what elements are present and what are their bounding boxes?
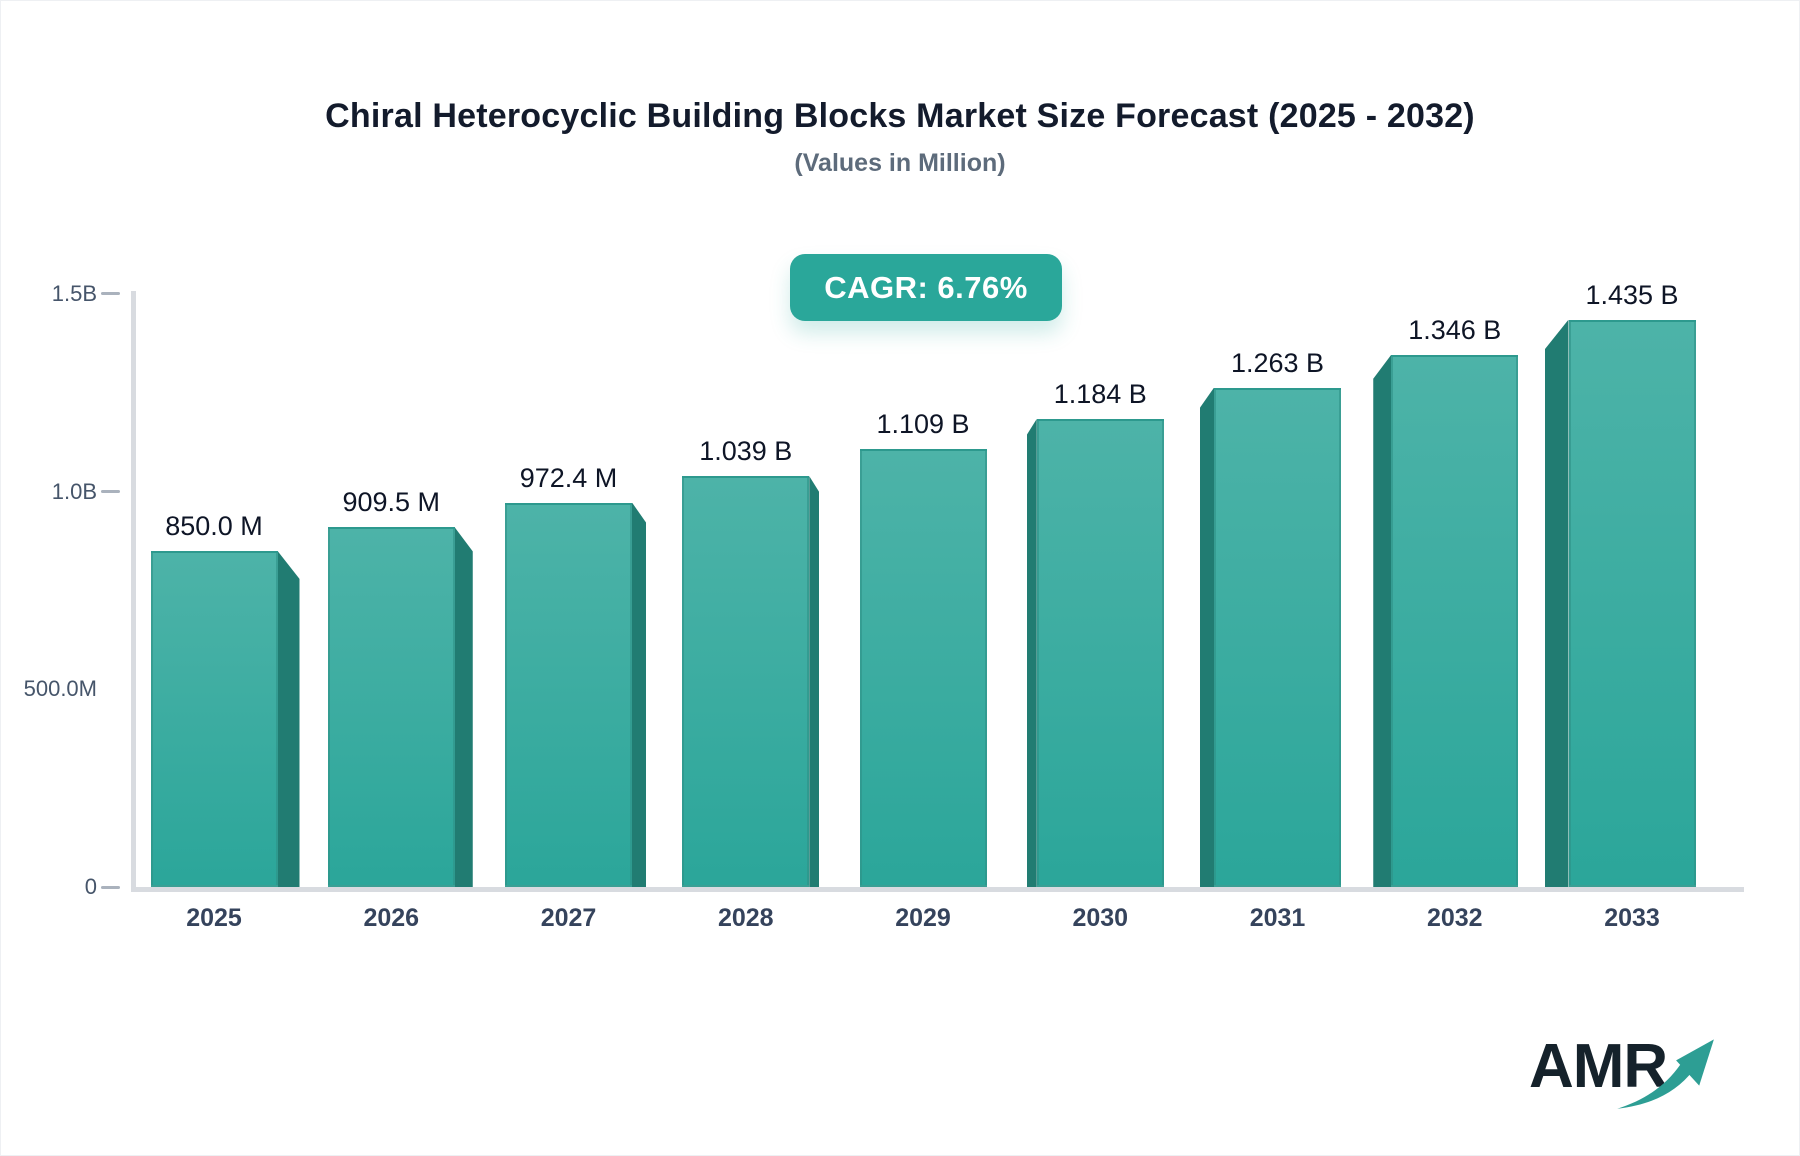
chart-title: Chiral Heterocyclic Building Blocks Mark…	[325, 97, 1475, 135]
x-tick-label: 2025	[186, 904, 242, 932]
y-tick-dash	[101, 490, 120, 494]
y-tick-dash	[101, 292, 120, 296]
bar-value-label: 972.4 M	[519, 462, 618, 493]
bar-value-label: 1.039 B	[699, 436, 793, 467]
y-tick-label: 1.5B	[51, 280, 97, 306]
bar-face	[505, 502, 632, 887]
x-tick-label: 2026	[363, 904, 420, 932]
bar-side	[809, 476, 820, 887]
bar-side	[454, 527, 473, 887]
bar-value-label: 1.109 B	[876, 408, 970, 439]
x-tick-label: 2028	[717, 904, 774, 932]
bar-face	[682, 476, 810, 887]
bar-value-label: 1.346 B	[1408, 314, 1502, 345]
bar-side	[1200, 387, 1214, 887]
cagr-badge: CAGR: 6.76%	[790, 254, 1062, 321]
x-axis-line	[131, 887, 1744, 892]
bar-side	[277, 550, 300, 887]
bar-side	[632, 502, 646, 887]
bar-face	[1391, 354, 1519, 887]
bar-face	[1214, 387, 1341, 887]
bar-side	[1026, 418, 1037, 887]
x-tick-label: 2029	[895, 904, 951, 932]
bar-face	[327, 527, 455, 887]
bar-value-label: 1.184 B	[1053, 378, 1147, 409]
y-axis-line	[131, 291, 136, 892]
bar-face	[1568, 319, 1696, 887]
x-tick-label: 2027	[540, 904, 597, 932]
bar-value-label: 909.5 M	[342, 487, 441, 518]
chart-subtitle: (Values in Million)	[794, 149, 1006, 177]
y-tick-label: 500.0M	[23, 676, 97, 702]
bar-side	[1373, 354, 1392, 887]
bar-side	[1544, 319, 1569, 887]
y-tick-dash	[101, 885, 120, 889]
x-tick-label: 2030	[1072, 904, 1129, 932]
amr-logo: AMR	[1529, 1029, 1739, 1119]
x-tick-label: 2033	[1604, 904, 1660, 932]
bar-value-label: 1.435 B	[1585, 279, 1679, 310]
trend-arrow-icon	[1617, 1039, 1714, 1109]
amr-logo-text: AMR	[1529, 1032, 1668, 1101]
bar-face	[1036, 418, 1164, 887]
bar-value-label: 1.263 B	[1230, 347, 1325, 378]
bar-face	[150, 550, 278, 887]
x-tick-label: 2032	[1426, 904, 1483, 932]
x-tick-label: 2031	[1249, 904, 1306, 932]
bar-face	[859, 448, 987, 887]
bar-value-label: 850.0 M	[165, 510, 263, 541]
y-tick-label: 0	[84, 874, 97, 899]
y-tick-label: 1.0B	[51, 478, 97, 504]
